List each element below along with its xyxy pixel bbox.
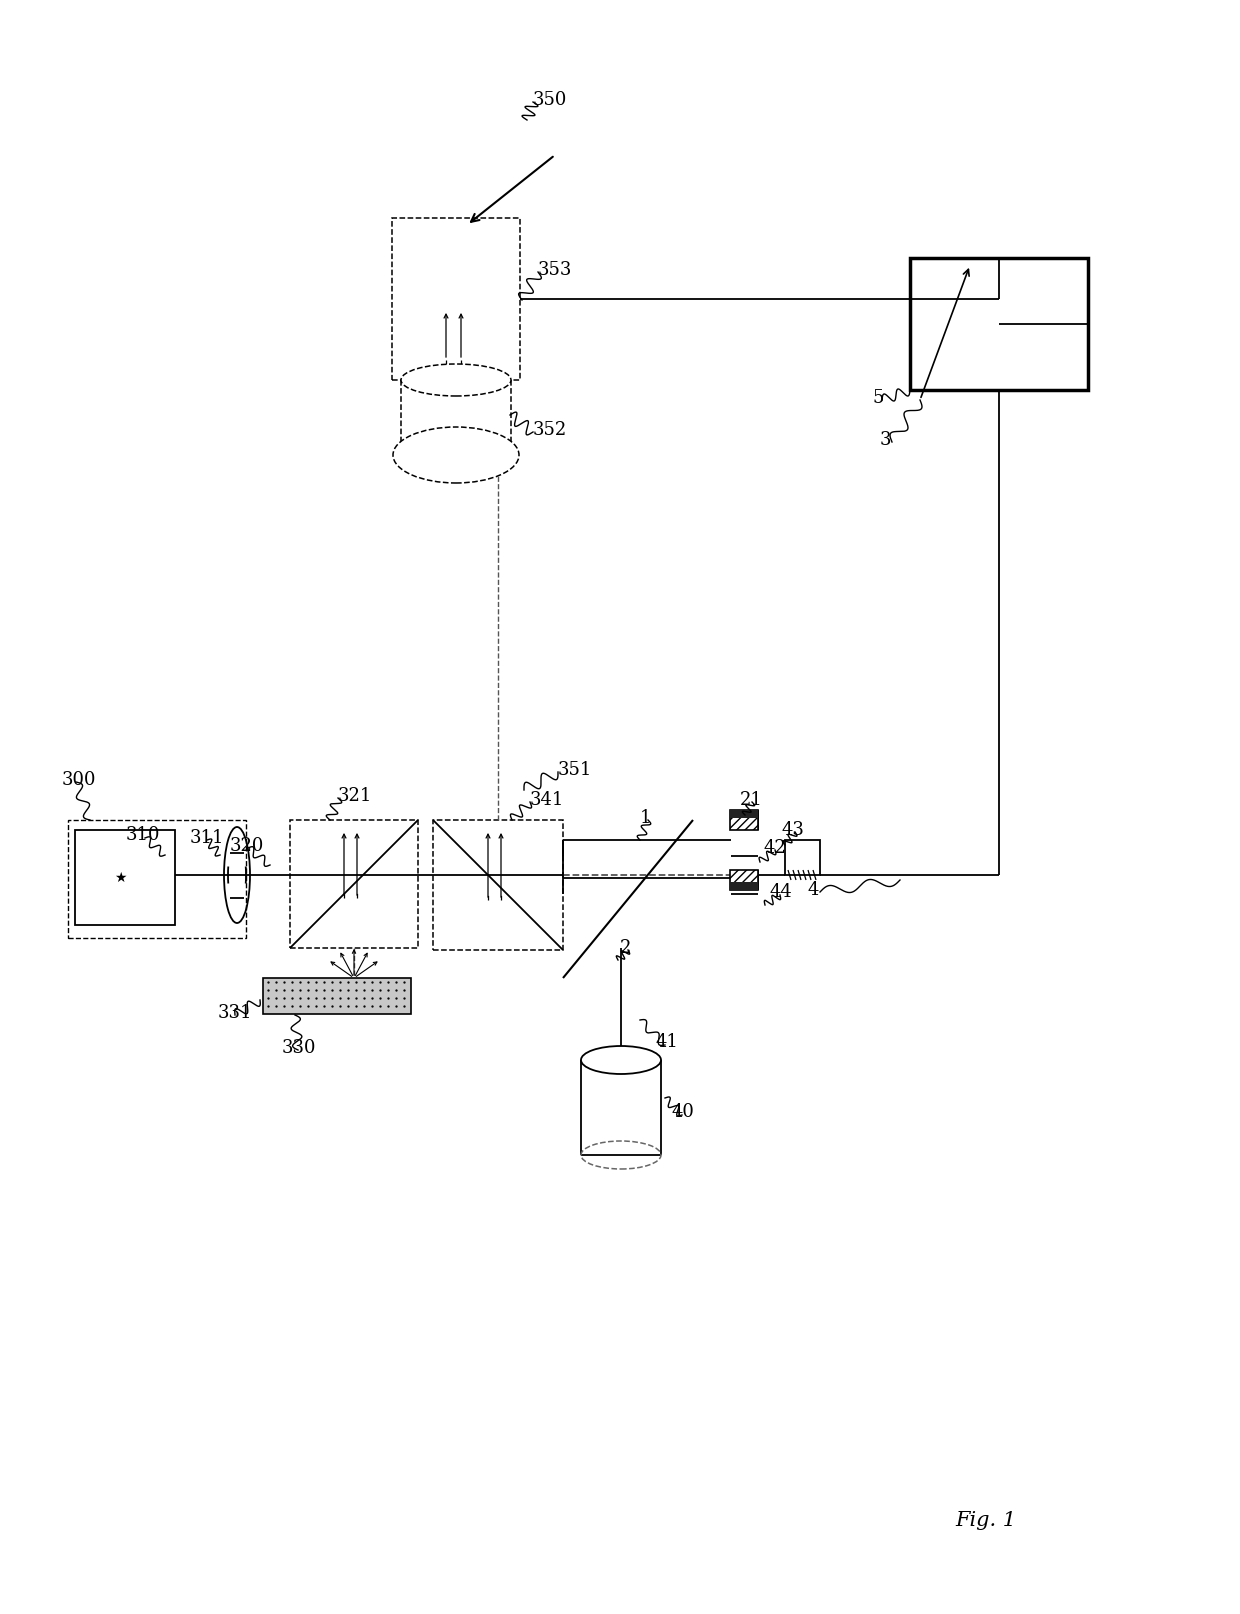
Bar (910, 258, 1087, 391)
Bar (730, 870, 758, 889)
Bar (730, 810, 758, 818)
Bar (730, 810, 758, 830)
Bar (263, 978, 410, 1014)
Bar (392, 218, 520, 379)
Text: 310: 310 (126, 826, 160, 844)
Ellipse shape (582, 1046, 661, 1073)
Text: 331: 331 (218, 1004, 253, 1022)
Text: 330: 330 (281, 1039, 316, 1057)
Bar (785, 839, 820, 875)
Text: 351: 351 (558, 760, 593, 780)
Bar (68, 820, 246, 938)
Text: 350: 350 (533, 90, 568, 110)
Text: 40: 40 (672, 1102, 694, 1122)
Text: ★: ★ (114, 870, 126, 884)
Text: 341: 341 (529, 791, 564, 809)
Text: 300: 300 (62, 771, 97, 789)
Text: 42: 42 (763, 839, 786, 857)
Text: 320: 320 (229, 838, 264, 855)
Ellipse shape (401, 365, 511, 395)
Text: 44: 44 (770, 883, 792, 901)
Ellipse shape (393, 428, 520, 483)
Text: 5: 5 (873, 389, 884, 407)
Text: 311: 311 (190, 830, 224, 847)
Bar (74, 830, 175, 925)
Text: Fig. 1: Fig. 1 (955, 1511, 1016, 1530)
Text: 3: 3 (880, 431, 892, 449)
Text: 1: 1 (640, 809, 651, 826)
Text: 353: 353 (538, 261, 573, 279)
Bar (730, 881, 758, 889)
Text: 43: 43 (782, 822, 805, 839)
Bar (433, 820, 563, 951)
Text: 352: 352 (533, 421, 567, 439)
Text: 321: 321 (339, 788, 372, 805)
Text: 2: 2 (620, 939, 631, 957)
Bar (290, 820, 418, 947)
Text: 4: 4 (808, 881, 820, 899)
Text: 41: 41 (655, 1033, 678, 1051)
Text: 21: 21 (740, 791, 763, 809)
